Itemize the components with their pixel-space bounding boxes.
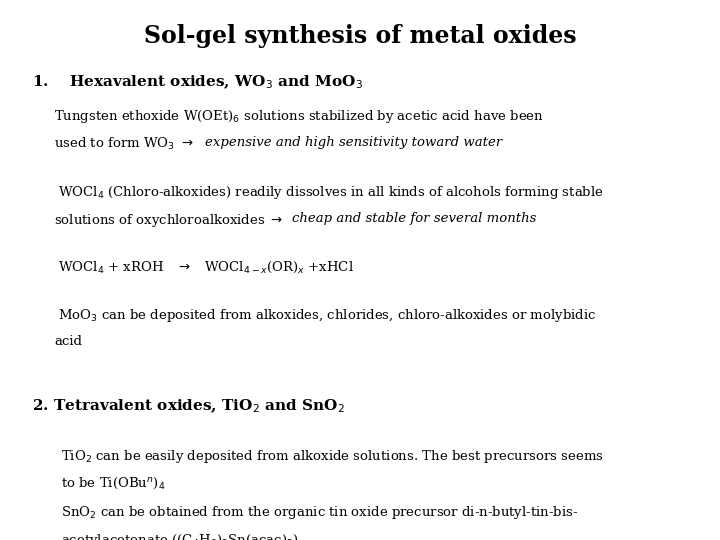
Text: to be Ti(OBu$^n$)$_4$: to be Ti(OBu$^n$)$_4$ xyxy=(61,476,166,491)
Text: TiO$_2$ can be easily deposited from alkoxide solutions. The best precursors see: TiO$_2$ can be easily deposited from alk… xyxy=(61,448,604,465)
Text: MoO$_3$ can be deposited from alkoxides, chlorides, chloro-alkoxides or molybidi: MoO$_3$ can be deposited from alkoxides,… xyxy=(54,307,596,325)
Text: Sol-gel synthesis of metal oxides: Sol-gel synthesis of metal oxides xyxy=(144,24,576,48)
Text: 1.    Hexavalent oxides, WO$_3$ and MoO$_3$: 1. Hexavalent oxides, WO$_3$ and MoO$_3$ xyxy=(32,73,364,91)
Text: used to form WO$_3$ $\rightarrow$: used to form WO$_3$ $\rightarrow$ xyxy=(54,136,194,152)
Text: acetylacetonate ((C$_4$H$_9$)$_2$Sn(acac)$_2$): acetylacetonate ((C$_4$H$_9$)$_2$Sn(acac… xyxy=(61,532,299,540)
Text: solutions of oxychloroalkoxides $\rightarrow$: solutions of oxychloroalkoxides $\righta… xyxy=(54,212,284,229)
Text: 2. Tetravalent oxides, TiO$_2$ and SnO$_2$: 2. Tetravalent oxides, TiO$_2$ and SnO$_… xyxy=(32,397,345,415)
Text: WOCl$_4$ + xROH   $\rightarrow$   WOCl$_{4-x}$(OR)$_x$ +xHCl: WOCl$_4$ + xROH $\rightarrow$ WOCl$_{4-x… xyxy=(54,260,354,275)
Text: Tungsten ethoxide W(OEt)$_6$ solutions stabilized by acetic acid have been: Tungsten ethoxide W(OEt)$_6$ solutions s… xyxy=(54,108,544,125)
Text: acid: acid xyxy=(54,335,82,348)
Text: SnO$_2$ can be obtained from the organic tin oxide precursor di-n-butyl-tin-bis-: SnO$_2$ can be obtained from the organic… xyxy=(61,504,578,521)
Text: cheap and stable for several months: cheap and stable for several months xyxy=(292,212,536,225)
Text: expensive and high sensitivity toward water: expensive and high sensitivity toward wa… xyxy=(205,136,503,149)
Text: WOCl$_4$ (Chloro-alkoxides) readily dissolves in all kinds of alcohols forming s: WOCl$_4$ (Chloro-alkoxides) readily diss… xyxy=(54,184,604,201)
